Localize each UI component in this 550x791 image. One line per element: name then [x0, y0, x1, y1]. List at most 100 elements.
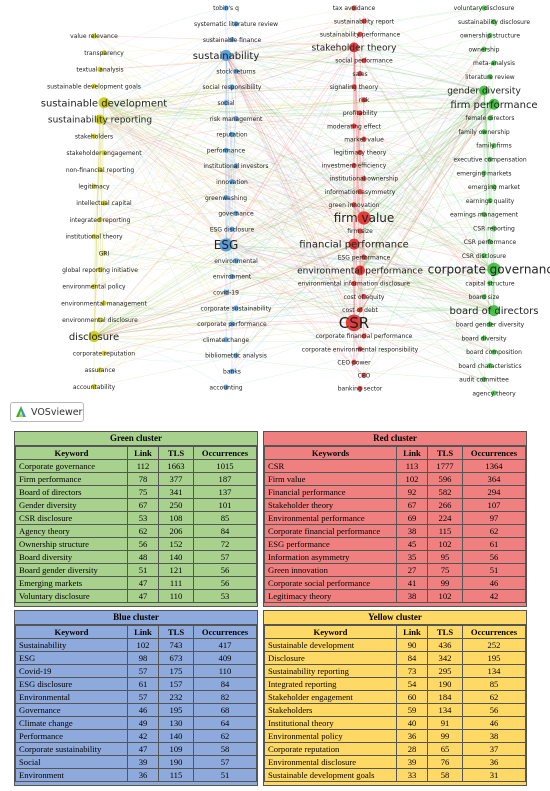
value-cell: 58 [193, 742, 257, 756]
value-cell: 51 [193, 768, 257, 782]
network-edge [225, 150, 233, 230]
network-edge [363, 21, 495, 219]
network-edge [225, 95, 495, 105]
network-node [481, 335, 487, 341]
network-edge [225, 43, 355, 56]
value-cell: 110 [158, 589, 194, 603]
network-edge [99, 243, 355, 321]
table-row: ESG 98 673 409 [15, 651, 257, 665]
network-edge [235, 118, 365, 219]
network-edge [353, 243, 495, 311]
value-cell: 84 [193, 524, 257, 538]
network-edge [99, 69, 365, 219]
network-edge [353, 47, 361, 271]
network-node [91, 83, 97, 89]
network-edge [353, 21, 495, 87]
network-node [361, 18, 367, 24]
network-edge [103, 102, 485, 174]
network-edge [99, 269, 237, 356]
network-edge [359, 21, 365, 74]
node-label: value relevance [70, 33, 118, 40]
network-edge [225, 149, 361, 192]
network-edge [353, 90, 485, 324]
network-edge [353, 99, 365, 245]
network-edge [93, 7, 355, 137]
value-cell: 92 [396, 485, 428, 499]
network-edge [363, 139, 495, 311]
network-edge [99, 119, 491, 201]
network-edge [103, 322, 355, 354]
network-edge [225, 23, 237, 245]
network-edge [483, 283, 491, 380]
network-edge [363, 49, 485, 219]
keyword-cell: Board of directors [15, 485, 128, 499]
network-edge [353, 322, 485, 380]
value-cell: 56 [462, 550, 526, 564]
table-row: Corporate reputation 28 65 37 [264, 742, 526, 756]
network-edge [93, 321, 355, 337]
network-edge [235, 47, 355, 72]
network-node [357, 307, 363, 313]
network-edge [103, 270, 361, 354]
value-cell: 62 [462, 524, 526, 538]
node-label: CSR disclosure [462, 253, 507, 260]
network-node [349, 42, 359, 53]
network-edge [225, 7, 355, 246]
network-edge [235, 283, 355, 309]
node-label: social responsibility [203, 84, 262, 91]
network-edge [93, 186, 355, 324]
network-edge [359, 266, 491, 284]
keyword-cell: Sustainability [15, 638, 128, 652]
network-node [220, 49, 232, 61]
network-edge [225, 310, 495, 388]
keyword-cell: ESG disclosure [15, 677, 128, 691]
network-edge [103, 102, 233, 325]
value-cell: 61 [462, 537, 526, 551]
value-cell: 134 [427, 703, 463, 717]
network-edge [99, 69, 227, 340]
table-row: Environment 36 115 51 [15, 768, 257, 782]
value-cell: 62 [127, 524, 159, 538]
green-table: Keyword Link TLS Occurrences Corporate gove… [15, 446, 257, 603]
network-node [233, 115, 239, 122]
network-edge [225, 217, 365, 388]
network-node [101, 200, 107, 206]
table-row: CSR 113 1777 1364 [264, 459, 526, 473]
network-edge [363, 138, 495, 187]
node-label: family firms [476, 143, 512, 150]
network-edge [93, 35, 365, 219]
value-cell: 110 [193, 664, 257, 678]
network-edge [93, 55, 227, 337]
network-edge [231, 86, 355, 245]
network-edge [103, 52, 355, 323]
network-node [233, 68, 239, 74]
network-edge [103, 102, 227, 108]
network-edge [99, 69, 485, 256]
network-edge [93, 35, 491, 387]
keyword-cell: Environment [15, 768, 128, 782]
network-edge [359, 270, 485, 298]
network-edge [99, 217, 365, 371]
keyword-cell: Financial performance [264, 485, 397, 499]
table-row: Board diversity 48 140 57 [15, 550, 257, 564]
keyword-cell: Stakeholders [264, 703, 397, 717]
network-edge [359, 90, 485, 271]
value-cell: 36 [127, 768, 159, 782]
table-header-row: Keyword Link TLS Occurrences [264, 625, 526, 639]
network-edge [225, 244, 365, 297]
network-edge [231, 165, 355, 183]
network-edge [99, 138, 365, 220]
value-cell: 61 [127, 677, 159, 691]
node-label: agency theory [472, 390, 516, 397]
node-label: greenwashing [205, 195, 247, 202]
network-edge [99, 244, 227, 271]
node-label: investment efficiency [322, 163, 387, 170]
value-cell: 41 [396, 576, 428, 590]
node-label: firm performance [450, 100, 537, 111]
node-label: CSR performance [464, 239, 517, 246]
network-edge [483, 159, 491, 215]
table-row: Corporate sustainability 47 109 58 [15, 742, 257, 756]
column-header: Occurrences [193, 625, 257, 639]
network-edge [99, 219, 361, 389]
network-edge [225, 47, 355, 198]
